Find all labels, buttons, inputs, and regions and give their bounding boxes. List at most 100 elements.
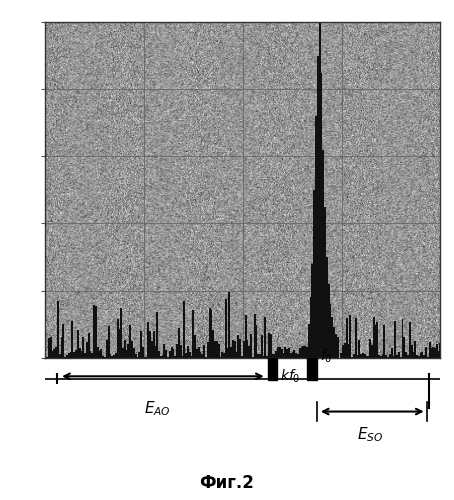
Bar [261,334,263,357]
Bar [277,347,279,358]
Bar [77,330,79,357]
Bar [311,264,313,358]
Bar [248,346,250,358]
Bar [158,352,160,358]
Bar [239,338,241,357]
Bar [185,353,187,358]
Bar [268,354,277,380]
Bar [73,352,75,358]
Bar [252,356,254,358]
Bar [197,348,200,358]
Bar [95,306,97,358]
Bar [91,354,93,358]
Bar [421,352,423,358]
Bar [288,348,290,358]
Bar [163,344,165,358]
Bar [138,352,140,358]
Bar [192,310,194,358]
Bar [44,355,46,358]
Bar [306,346,308,358]
Bar [299,348,301,358]
Bar [66,356,68,358]
Bar [275,351,277,358]
Bar [176,344,178,358]
Bar [219,357,222,358]
Bar [86,342,88,357]
Bar [79,348,81,358]
Bar [180,346,182,358]
Bar [54,349,55,358]
Bar [317,56,319,358]
Bar [419,353,421,358]
Bar [297,354,299,358]
Bar [174,356,176,358]
Bar [409,322,411,358]
Text: $f_0$: $f_0$ [320,348,332,365]
Bar [99,350,100,358]
Bar [382,354,384,358]
Bar [124,340,126,357]
Bar [376,322,378,358]
Bar [55,347,57,358]
Bar [302,346,304,358]
Bar [129,325,131,358]
Bar [393,356,395,358]
Bar [257,354,259,358]
Bar [412,352,415,358]
Bar [69,352,72,358]
Bar [345,318,348,358]
Bar [268,333,270,357]
Bar [169,351,171,358]
Bar [353,354,355,358]
Bar [293,350,295,358]
Bar [326,257,328,358]
Bar [322,150,324,358]
Bar [133,348,135,358]
Bar [367,356,369,358]
Bar [111,356,113,358]
Bar [384,326,385,358]
Bar [173,348,174,358]
Bar [281,350,283,358]
Bar [344,343,346,357]
Bar [328,284,330,358]
Bar [414,341,416,357]
Bar [162,355,163,358]
Bar [263,356,265,358]
Bar [291,352,293,358]
Bar [160,356,162,358]
Bar [108,326,109,358]
Bar [247,340,248,357]
Bar [75,350,77,358]
Bar [308,324,310,358]
Bar [389,354,391,358]
Text: Фиг.2: Фиг.2 [200,474,254,492]
Bar [310,297,311,358]
Bar [430,348,432,358]
Bar [250,334,252,357]
Bar [97,348,99,358]
Bar [165,350,167,358]
Bar [373,318,375,358]
Bar [340,352,342,358]
Bar [50,336,52,357]
Bar [178,328,180,358]
Bar [84,353,86,358]
Bar [171,347,173,358]
Bar [369,339,371,357]
Bar [241,356,243,358]
Text: $kf_0$: $kf_0$ [280,368,300,385]
Bar [194,334,196,357]
Bar [142,348,144,358]
Bar [88,333,90,357]
Text: $E_{AO}$: $E_{AO}$ [143,400,170,418]
Bar [57,300,59,358]
Bar [385,356,387,358]
Bar [63,324,64,358]
Bar [423,355,425,358]
Bar [387,357,389,358]
Bar [273,354,276,358]
Bar [436,344,438,358]
Bar [425,347,427,358]
Bar [122,348,124,358]
